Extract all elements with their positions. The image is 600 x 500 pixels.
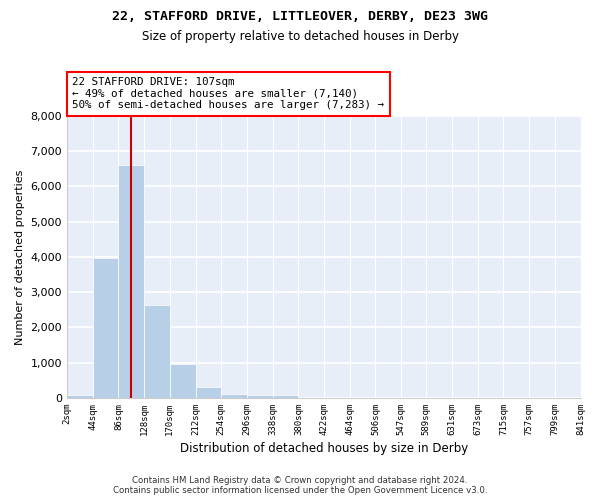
Bar: [118, 164, 144, 398]
Bar: [196, 388, 221, 398]
Bar: [93, 258, 118, 398]
X-axis label: Distribution of detached houses by size in Derby: Distribution of detached houses by size …: [179, 442, 468, 455]
Bar: [67, 396, 93, 398]
Bar: [170, 364, 196, 398]
Text: 22 STAFFORD DRIVE: 107sqm
← 49% of detached houses are smaller (7,140)
50% of se: 22 STAFFORD DRIVE: 107sqm ← 49% of detac…: [72, 77, 384, 110]
Bar: [144, 305, 170, 398]
Text: 22, STAFFORD DRIVE, LITTLEOVER, DERBY, DE23 3WG: 22, STAFFORD DRIVE, LITTLEOVER, DERBY, D…: [112, 10, 488, 23]
Bar: [247, 395, 272, 398]
Bar: [221, 394, 247, 398]
Text: Contains HM Land Registry data © Crown copyright and database right 2024.
Contai: Contains HM Land Registry data © Crown c…: [113, 476, 487, 495]
Y-axis label: Number of detached properties: Number of detached properties: [15, 169, 25, 344]
Bar: [272, 396, 298, 398]
Text: Size of property relative to detached houses in Derby: Size of property relative to detached ho…: [142, 30, 458, 43]
